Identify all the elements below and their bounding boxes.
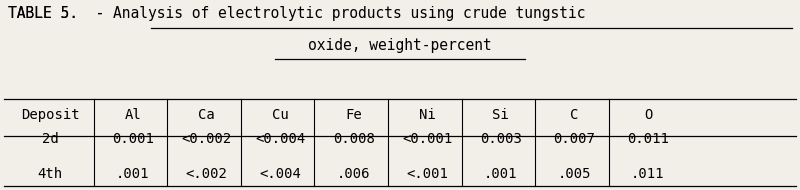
Text: .005: .005 bbox=[558, 167, 591, 181]
Text: <0.004: <0.004 bbox=[255, 132, 305, 146]
Text: .011: .011 bbox=[631, 167, 665, 181]
Text: <0.002: <0.002 bbox=[182, 132, 231, 146]
Text: O: O bbox=[644, 108, 652, 122]
Text: Al: Al bbox=[125, 108, 141, 122]
Text: 0.001: 0.001 bbox=[112, 132, 154, 146]
Text: Ca: Ca bbox=[198, 108, 214, 122]
Text: oxide, weight-percent: oxide, weight-percent bbox=[308, 38, 492, 53]
Text: <.004: <.004 bbox=[259, 167, 301, 181]
Text: .006: .006 bbox=[337, 167, 370, 181]
Text: .001: .001 bbox=[116, 167, 150, 181]
Text: Fe: Fe bbox=[346, 108, 362, 122]
Text: 0.007: 0.007 bbox=[554, 132, 595, 146]
Text: C: C bbox=[570, 108, 578, 122]
Text: Cu: Cu bbox=[272, 108, 288, 122]
Text: TABLE 5.  - Analysis of electrolytic products using crude tungstic: TABLE 5. - Analysis of electrolytic prod… bbox=[8, 6, 586, 21]
Text: TABLE 5.  - Analysis of electrolytic products using crude tungstic: TABLE 5. - Analysis of electrolytic prod… bbox=[8, 6, 586, 21]
Text: 0.003: 0.003 bbox=[480, 132, 522, 146]
Text: Ni: Ni bbox=[419, 108, 435, 122]
Text: 2d: 2d bbox=[42, 132, 58, 146]
Text: .001: .001 bbox=[484, 167, 518, 181]
Text: Si: Si bbox=[493, 108, 509, 122]
Text: Deposit: Deposit bbox=[21, 108, 79, 122]
Text: <.002: <.002 bbox=[186, 167, 227, 181]
Text: 4th: 4th bbox=[38, 167, 62, 181]
Text: TABLE 5.  -: TABLE 5. - bbox=[8, 6, 113, 21]
Text: <0.001: <0.001 bbox=[402, 132, 452, 146]
Text: <.001: <.001 bbox=[406, 167, 448, 181]
Text: 0.011: 0.011 bbox=[627, 132, 669, 146]
Text: 0.008: 0.008 bbox=[333, 132, 374, 146]
